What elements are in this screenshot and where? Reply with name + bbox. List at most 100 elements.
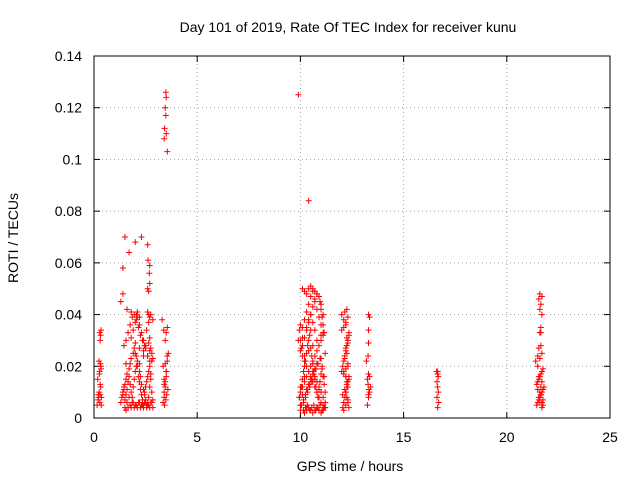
data-point [161, 376, 168, 383]
data-point [119, 391, 126, 398]
data-point [435, 389, 442, 396]
data-point [365, 386, 372, 393]
data-point [149, 404, 156, 411]
data-point [147, 376, 154, 383]
data-point [132, 319, 139, 326]
data-point [128, 355, 135, 362]
data-point [140, 337, 147, 344]
data-point [537, 301, 544, 308]
data-point [342, 373, 349, 380]
data-point [124, 399, 131, 406]
data-point [130, 383, 137, 390]
data-point [138, 381, 145, 388]
data-point [122, 360, 129, 367]
data-point [318, 389, 325, 396]
data-point [137, 373, 144, 380]
data-point [161, 125, 168, 132]
data-point [311, 373, 318, 380]
data-point [98, 365, 105, 372]
data-point [302, 394, 309, 401]
data-point [341, 355, 348, 362]
data-point [295, 91, 302, 98]
data-point [95, 358, 102, 365]
data-point [299, 383, 306, 390]
data-point [311, 296, 318, 303]
data-point [140, 352, 147, 359]
data-point [315, 293, 322, 300]
data-point [301, 352, 308, 359]
data-point [537, 329, 544, 336]
data-point [164, 386, 171, 393]
data-point [539, 402, 546, 409]
data-point [97, 360, 104, 367]
data-point [537, 383, 544, 390]
data-point [164, 352, 171, 359]
data-point [365, 327, 372, 334]
data-point [144, 285, 151, 292]
data-point [301, 378, 308, 385]
data-point [136, 321, 143, 328]
x-tick-label: 15 [396, 429, 412, 445]
data-point [147, 399, 154, 406]
data-point [130, 327, 137, 334]
data-point [365, 381, 372, 388]
data-point [434, 378, 441, 385]
data-point [138, 329, 145, 336]
data-point [297, 321, 304, 328]
data-point [121, 234, 128, 240]
data-point [340, 316, 347, 323]
data-point [297, 407, 304, 414]
data-point [321, 381, 328, 388]
data-point [134, 308, 141, 315]
data-point [319, 365, 326, 372]
data-point [162, 396, 169, 403]
data-point [534, 363, 541, 370]
data-point [120, 386, 127, 393]
data-point [321, 329, 328, 336]
y-tick-label: 0.08 [55, 203, 82, 219]
data-point [135, 399, 142, 406]
data-point [344, 383, 351, 390]
data-point [143, 378, 150, 385]
data-point [122, 337, 129, 344]
data-point [122, 376, 129, 383]
data-point [124, 371, 131, 378]
data-point [145, 394, 152, 401]
data-point [344, 340, 351, 347]
data-point [340, 358, 347, 365]
data-point [149, 316, 156, 323]
data-point [131, 376, 138, 383]
data-point [142, 342, 149, 349]
data-point [144, 373, 151, 380]
data-point [301, 358, 308, 365]
data-point [145, 311, 152, 318]
data-point [538, 399, 545, 406]
data-point [363, 358, 370, 365]
x-axis: 0 5 10 15 20 25 [90, 56, 618, 445]
data-point [434, 394, 441, 401]
data-point [133, 352, 140, 359]
data-point [141, 391, 148, 398]
data-point [318, 301, 325, 308]
data-point [162, 337, 169, 344]
y-tick-label: 0.1 [63, 151, 83, 167]
data-point [95, 391, 102, 398]
data-point [309, 303, 316, 310]
data-point [343, 394, 350, 401]
data-point [97, 332, 104, 339]
x-tick-label: 10 [293, 429, 309, 445]
data-point [124, 306, 131, 313]
data-point [322, 399, 329, 406]
data-point [143, 327, 150, 334]
data-point [94, 376, 101, 383]
data-point [308, 378, 315, 385]
data-point [126, 249, 133, 256]
data-point [318, 355, 325, 362]
data-point [300, 399, 307, 406]
chart-title: Day 101 of 2019, Rate Of TEC Index for r… [180, 19, 517, 35]
data-point [119, 265, 126, 272]
data-point [146, 270, 153, 277]
data-point [120, 342, 127, 349]
data-point [145, 288, 152, 295]
data-point [97, 381, 104, 388]
